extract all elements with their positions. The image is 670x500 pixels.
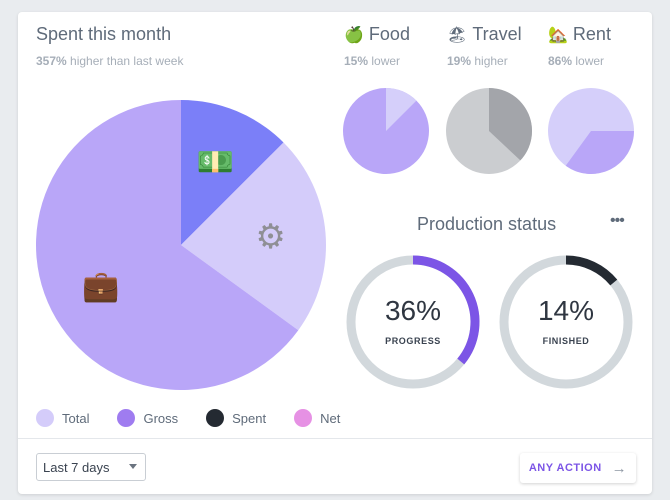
category-travel-label: Travel	[472, 24, 522, 44]
pie-slice-2	[36, 100, 299, 390]
legend-dot-net	[294, 409, 313, 427]
date-range-value: Last 7 days	[43, 459, 110, 475]
progress-donut	[346, 255, 480, 389]
finished-label: FINISHED	[542, 336, 590, 346]
finished-value: 14%	[537, 295, 595, 326]
money-icon: 💵	[197, 146, 234, 179]
category-travel: 🏖 Travel 19% higher	[447, 24, 522, 68]
category-food: 🍏 Food 15% lower	[344, 24, 410, 68]
date-range-select[interactable]: Last 7 days	[36, 453, 146, 481]
legend-dot-gross	[117, 409, 136, 427]
legend-dot-spent	[206, 409, 225, 427]
category-travel-trend: higher	[471, 54, 508, 68]
gear-icon: ⚙	[255, 218, 285, 256]
pie-slice-0	[181, 100, 284, 245]
rent-mini-pie	[548, 88, 634, 174]
category-food-trend: lower	[368, 54, 401, 68]
pie-slice-1	[181, 142, 326, 331]
mini-pie-slice	[386, 88, 417, 131]
subtitle-percent: 357%	[36, 54, 67, 68]
beach-umbrella-icon: 🏖	[447, 26, 468, 44]
donut-progress-arc	[565, 255, 618, 286]
legend-label-total: Total	[62, 410, 90, 426]
category-rent: 🏡 Rent 86% lower	[548, 24, 611, 68]
legend-item-total: Total	[36, 409, 89, 427]
spending-pie-chart: 💵 ⚙ 💼	[36, 100, 326, 390]
production-status-title: Production status	[417, 214, 557, 234]
finished-donut	[499, 255, 633, 389]
briefcase-icon: 💼	[82, 270, 119, 303]
card-subtitle: 357% higher than last week	[36, 54, 183, 68]
progress-value: 36%	[384, 295, 442, 326]
chevron-down-icon	[129, 464, 137, 469]
chart-legend: Total Gross Spent Net	[36, 409, 368, 427]
mini-pie-slice	[489, 88, 532, 161]
donut-progress-arc	[412, 255, 480, 365]
footer-divider	[18, 438, 652, 439]
category-rent-trend: lower	[572, 54, 605, 68]
progress-label: PROGRESS	[385, 336, 441, 346]
apple-icon: 🍏	[344, 26, 364, 44]
category-travel-percent: 19%	[447, 54, 472, 68]
arrow-right-icon: →	[611, 459, 628, 477]
legend-item-gross: Gross	[117, 409, 178, 427]
legend-item-spent: Spent	[206, 409, 266, 427]
legend-item-net: Net	[294, 409, 340, 427]
category-rent-percent: 86%	[548, 54, 573, 68]
house-icon: 🏡	[548, 26, 568, 44]
category-food-label: Food	[368, 24, 410, 44]
subtitle-text: higher than last week	[66, 54, 184, 68]
any-action-button[interactable]: ANY ACTION →	[520, 453, 636, 483]
card-title: Spent this month	[36, 24, 172, 44]
mini-pie-slice	[565, 131, 634, 174]
legend-label-spent: Spent	[232, 410, 267, 426]
legend-label-net: Net	[320, 410, 341, 426]
legend-dot-total	[36, 409, 54, 427]
legend-label-gross: Gross	[143, 410, 179, 426]
food-mini-pie	[343, 88, 429, 174]
category-rent-label: Rent	[572, 24, 611, 44]
more-options-button[interactable]: •••	[610, 212, 625, 229]
any-action-label: ANY ACTION	[528, 462, 602, 474]
category-food-percent: 15%	[344, 54, 369, 68]
spending-card: Spent this month 357% higher than last w…	[18, 12, 652, 494]
travel-mini-pie	[446, 88, 532, 174]
